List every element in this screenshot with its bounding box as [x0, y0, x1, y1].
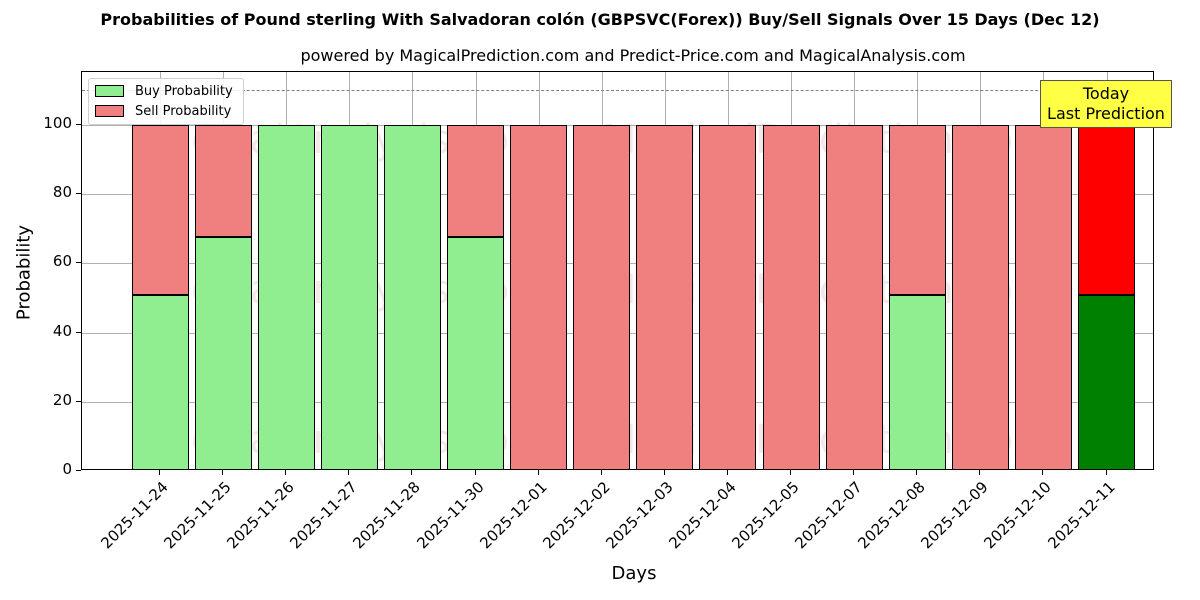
- x-tick-mark: [1042, 470, 1044, 475]
- buy-swatch-icon: [95, 85, 124, 97]
- y-tick-mark: [76, 470, 81, 471]
- sell-bar: [951, 125, 1009, 469]
- x-tick-mark: [348, 470, 350, 475]
- y-tick-label: 100: [43, 114, 72, 132]
- sell-bar: [573, 125, 631, 469]
- sell-bar: [825, 125, 883, 469]
- legend-sell-label: Sell Probability: [135, 103, 232, 119]
- chart-title: Probabilities of Pound sterling With Sal…: [100, 10, 1100, 29]
- buy-bar: [888, 294, 946, 469]
- x-tick-mark: [285, 470, 287, 475]
- x-tick-mark: [537, 470, 539, 475]
- sell-bar: [762, 125, 820, 469]
- legend-buy-label: Buy Probability: [135, 83, 233, 99]
- x-axis-label: Days: [611, 563, 657, 584]
- y-tick-label: 60: [52, 252, 72, 271]
- sell-bar: [699, 125, 757, 469]
- annotation-line-1: Today: [1082, 84, 1130, 103]
- today-annotation: Today Last Prediction: [1040, 80, 1172, 128]
- x-tick-mark: [474, 470, 476, 475]
- y-tick-label: 40: [52, 321, 72, 340]
- y-axis-label: Probability: [13, 224, 35, 321]
- buy-bar: [320, 125, 378, 469]
- y-tick-mark: [76, 193, 81, 195]
- sell-bar: [1014, 125, 1072, 469]
- sell-bar: [131, 125, 189, 295]
- y-tick-label: 80: [52, 183, 72, 202]
- sell-bar: [447, 125, 504, 238]
- x-tick-mark: [853, 470, 855, 475]
- y-tick-mark: [76, 331, 81, 333]
- chart-subtitle: powered by MagicalPrediction.com and Pre…: [300, 46, 966, 65]
- sell-swatch-icon: [95, 105, 124, 117]
- legend-item-sell: Sell Probability: [95, 103, 231, 119]
- sell-bar: [510, 125, 568, 469]
- legend-item-buy: Buy Probability: [95, 83, 233, 99]
- x-tick-mark: [790, 470, 791, 475]
- y-tick-mark: [76, 262, 81, 264]
- buy-bar: [257, 125, 315, 469]
- annotation-line-2: Last Prediction: [1047, 104, 1165, 123]
- x-tick-mark: [600, 470, 602, 475]
- x-tick-mark: [916, 470, 918, 475]
- x-tick-mark: [1105, 470, 1107, 475]
- x-tick-mark: [663, 470, 665, 475]
- y-tick-label: 0: [62, 460, 72, 478]
- buy-bar: [131, 294, 189, 469]
- sell-bar: [636, 125, 694, 469]
- x-tick-mark: [726, 470, 728, 475]
- legend: Buy Probability Sell Probability: [88, 78, 244, 125]
- threshold-line: [82, 90, 1153, 92]
- buy-bar: [447, 237, 504, 469]
- x-tick-mark: [222, 470, 224, 475]
- sell-bar: [1078, 125, 1135, 295]
- sell-bar: [194, 125, 252, 238]
- sell-bar: [888, 125, 946, 295]
- buy-bar: [194, 237, 252, 469]
- x-tick-mark: [979, 470, 981, 475]
- y-tick-mark: [76, 400, 81, 402]
- buy-bar: [1078, 294, 1135, 469]
- y-tick-label: 20: [52, 390, 72, 409]
- y-tick-mark: [76, 124, 81, 125]
- buy-bar: [383, 125, 441, 469]
- x-tick-mark: [411, 470, 413, 475]
- plot-area: MagicalAnalysis.comMagicalPrediction.com…: [81, 71, 1154, 470]
- x-tick-mark: [159, 470, 160, 475]
